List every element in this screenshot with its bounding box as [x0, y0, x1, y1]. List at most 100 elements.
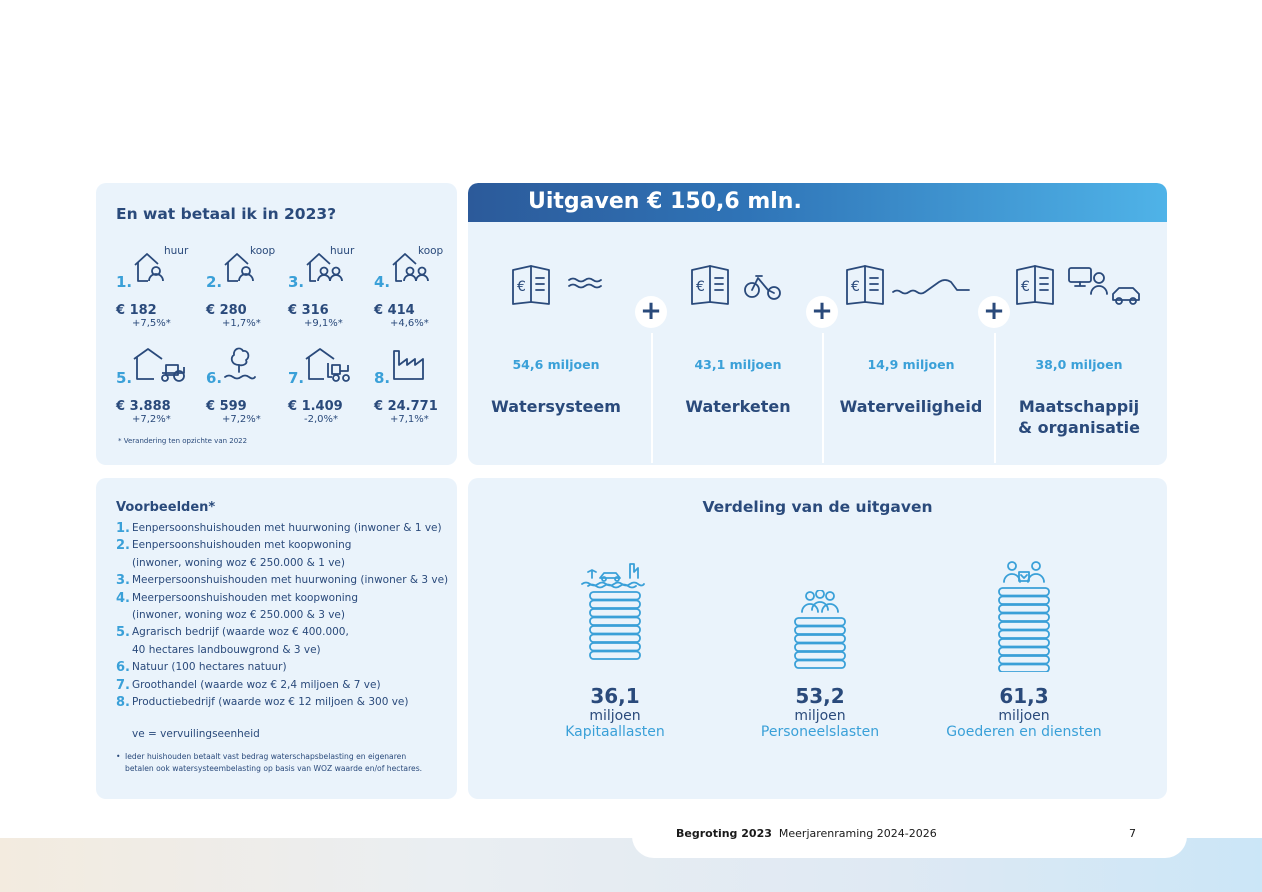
- payment-item-3: 3. huur € 316 +9,1%*: [288, 245, 376, 335]
- ve-definition: ve = vervuilingseenheid: [132, 728, 260, 740]
- payments-footnote: * Verandering ten opzichte van 2022: [118, 437, 248, 445]
- examples-note: • Ieder huishouden betaalt vast bedrag w…: [116, 751, 436, 775]
- coin: [589, 608, 641, 618]
- examples-list: 1. Eenpersoonshuishouden met huurwoning (…: [116, 520, 451, 711]
- examples-title: Voorbeelden*: [116, 500, 216, 515]
- payment-item-8: 8. € 24.771 +7,1%*: [374, 341, 462, 431]
- house-multi-person-icon: [392, 253, 429, 282]
- example-number: 7.: [116, 677, 130, 693]
- category-name: Watersysteem: [491, 397, 621, 416]
- payment-tag: koop: [250, 245, 276, 257]
- category-divider: [994, 333, 996, 463]
- coin: [998, 621, 1050, 631]
- coin: [998, 604, 1050, 614]
- example-row: 7. Groothandel (waarde woz € 2,4 miljoen …: [116, 677, 451, 694]
- footer-title-rest: Meerjarenraming 2024-2026: [778, 827, 937, 840]
- coin: [794, 634, 846, 644]
- example-number: 2.: [116, 538, 130, 554]
- example-row: 4. Meerpersoonshuishouden met koopwoning: [116, 590, 451, 607]
- payment-change: +7,1%*: [390, 414, 429, 425]
- payment-tag: koop: [418, 245, 444, 257]
- example-row: (inwoner, woning woz € 250.000 & 3 ve): [116, 607, 451, 624]
- example-text: (inwoner, woning woz € 250.000 & 1 ve): [132, 556, 345, 569]
- payment-amount: € 316: [288, 303, 329, 318]
- coin: [998, 655, 1050, 665]
- plus-sign: +: [635, 296, 667, 328]
- example-text: Eenpersoonshuishouden met koopwoning: [132, 539, 352, 552]
- payment-change: +7,2%*: [222, 414, 261, 425]
- distribution-panel: Verdeling van de uitgaven 36,1 miljoen K…: [468, 478, 1167, 799]
- example-text: (inwoner, woning woz € 250.000 & 3 ve): [132, 609, 345, 622]
- budget-book-dike-icon: €: [846, 265, 970, 305]
- coin-stack-infrastructure-icon: [581, 563, 645, 660]
- category-divider: [822, 333, 824, 463]
- payment-number: 1.: [116, 273, 133, 291]
- distribution-name: Goederen en diensten: [946, 724, 1102, 740]
- payment-item-6: 6. € 599 +7,2%*: [206, 341, 294, 431]
- note-text: Ieder huishouden betaalt vast bedrag wat…: [125, 752, 423, 773]
- payment-item-4: 4. koop € 414 +4,6%*: [374, 245, 462, 335]
- house-single-person-icon: [134, 253, 164, 282]
- category-name: Waterketen: [685, 397, 791, 416]
- payment-amount: € 414: [374, 303, 415, 318]
- house-single-person-icon: [224, 253, 254, 282]
- payment-amount: € 3.888: [116, 399, 171, 414]
- distribution-value: 61,3: [999, 684, 1049, 708]
- footer-title: Begroting 2023 Meerjarenraming 2024-2026: [676, 827, 937, 840]
- svg-text:€: €: [1021, 279, 1030, 295]
- payment-amount: € 24.771: [374, 399, 438, 414]
- distribution-title: Verdeling van de uitgaven: [702, 498, 933, 516]
- category-watersysteem: € 54,6 miljoen Watersysteem: [476, 222, 636, 465]
- example-number: 3.: [116, 573, 130, 589]
- coin-stack-goods-icon: [998, 561, 1050, 672]
- svg-text:€: €: [517, 279, 526, 295]
- coin: [998, 595, 1050, 605]
- distribution-unit: miljoen: [998, 708, 1050, 724]
- example-row: (inwoner, woning woz € 250.000 & 1 ve): [116, 555, 451, 572]
- example-text: Meerpersoonshuishouden met huurwoning (i…: [132, 574, 449, 587]
- category-amount: 38,0 miljoen: [1035, 357, 1123, 372]
- example-number: 5.: [116, 625, 130, 641]
- payment-number: 8.: [374, 369, 391, 387]
- coin: [794, 659, 846, 669]
- payment-number: 4.: [374, 273, 391, 291]
- coin: [589, 591, 641, 601]
- category-amount: 14,9 miljoen: [867, 357, 955, 372]
- coin: [589, 642, 641, 652]
- coin: [998, 587, 1050, 597]
- coin: [998, 612, 1050, 622]
- example-row: 1. Eenpersoonshuishouden met huurwoning (…: [116, 520, 451, 537]
- coin-stack-people-icon: [794, 590, 846, 669]
- category-name-line2: & organisatie: [1018, 418, 1140, 437]
- example-text: Eenpersoonshuishouden met huurwoning (in…: [132, 522, 442, 534]
- payment-amount: € 182: [116, 303, 157, 318]
- payment-change: +7,2%*: [132, 414, 171, 425]
- coin: [589, 616, 641, 626]
- payment-amount: € 1.409: [288, 399, 343, 414]
- coin: [589, 633, 641, 643]
- payment-change: -2,0%*: [304, 414, 339, 425]
- category-name-line1: Maatschappij: [1018, 397, 1140, 416]
- category-amount: 43,1 miljoen: [694, 357, 782, 372]
- example-number: 1.: [116, 521, 130, 536]
- example-text: Productiebedrijf (waarde woz € 12 miljoe…: [132, 696, 409, 709]
- payment-number: 3.: [288, 273, 305, 291]
- payments-title: En wat betaal ik in 2023?: [116, 205, 337, 223]
- payment-number: 2.: [206, 273, 223, 291]
- house-multi-person-icon: [306, 253, 343, 282]
- coin: [589, 625, 641, 635]
- plus-sign: +: [978, 296, 1010, 328]
- payment-change: +7,5%*: [132, 318, 171, 329]
- example-number: 4.: [116, 590, 130, 606]
- payment-item-7: 7. € 1.409 -2,0%*: [288, 341, 376, 431]
- footer-card: [632, 812, 1187, 858]
- coin: [998, 629, 1050, 639]
- payment-change: +9,1%*: [304, 318, 343, 329]
- category-amount: 54,6 miljoen: [512, 357, 600, 372]
- payment-change: +1,7%*: [222, 318, 261, 329]
- example-row: 5. Agrarisch bedrijf (waarde woz € 400.00…: [116, 624, 451, 641]
- svg-text:€: €: [696, 279, 705, 295]
- coin: [589, 650, 641, 660]
- distribution-value: 36,1: [590, 684, 640, 708]
- outlays-banner: Uitgaven € 150,6 mln.: [468, 183, 1167, 222]
